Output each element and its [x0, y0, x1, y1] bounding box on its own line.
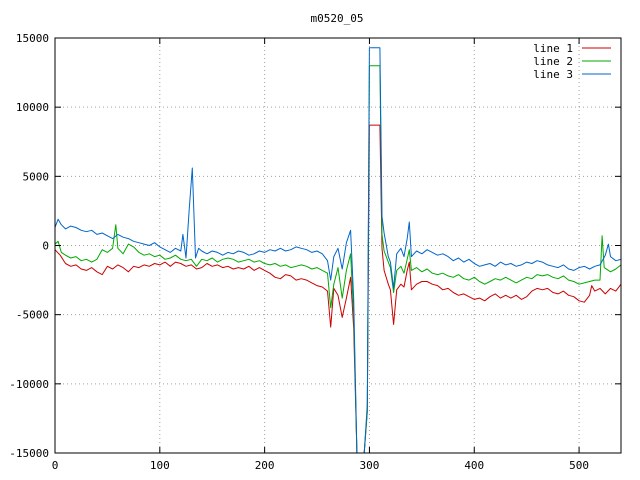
series-line-2 [55, 65, 621, 453]
legend-label-2: line 2 [533, 55, 573, 68]
axis-ticks: 0 100 200 300 400 500 -15000 -10000 -5000 0 5000 10… [9, 32, 621, 472]
y-tick-label: -15000 [9, 447, 49, 460]
grid-lines [55, 38, 621, 453]
series-group [55, 47, 621, 453]
y-tick-label: -5000 [16, 309, 49, 322]
series-line-3 [55, 47, 621, 453]
y-tick-label: 15000 [16, 32, 49, 45]
chart-title: m0520_05 [311, 12, 364, 25]
x-tick-label: 200 [255, 459, 275, 472]
y-tick-label: 5000 [23, 170, 50, 183]
y-tick-label: 10000 [16, 101, 49, 114]
x-tick-label: 100 [150, 459, 170, 472]
y-tick-label: 0 [42, 240, 49, 253]
y-tick-label: -10000 [9, 378, 49, 391]
x-tick-label: 0 [52, 459, 59, 472]
x-tick-label: 400 [464, 459, 484, 472]
legend-label-3: line 3 [533, 68, 573, 81]
legend-label-1: line 1 [533, 42, 573, 55]
series-line-1 [55, 124, 621, 453]
x-tick-label: 500 [569, 459, 589, 472]
x-tick-label: 300 [360, 459, 380, 472]
